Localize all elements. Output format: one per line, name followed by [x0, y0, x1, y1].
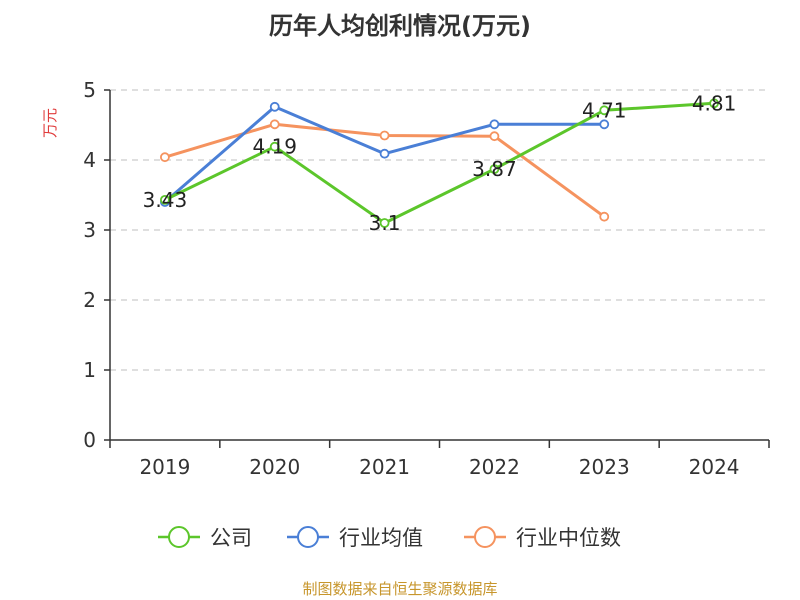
data-point: [160, 194, 170, 205]
data-point: [489, 164, 500, 175]
data-labels: 3.43 4.19 3.1 3.87 4.71 4.81: [143, 91, 737, 235]
legend-marker: [297, 526, 319, 548]
data-point: [269, 119, 280, 130]
legend-item-2[interactable]: 行业中位数: [464, 526, 621, 550]
data-point: [379, 218, 390, 228]
x-tick-label: 2022: [469, 455, 520, 479]
series-1: [160, 101, 610, 207]
axes: 0 1 2 3 4 5 2019 2020 2021 2022 2023 2024: [83, 78, 770, 479]
data-point: [599, 119, 610, 130]
data-point: [160, 152, 170, 163]
data-point: [489, 131, 500, 142]
data-label: 4.71: [582, 98, 627, 122]
data-point: [269, 141, 280, 152]
y-tick-label: 0: [83, 428, 96, 452]
series-2: [160, 119, 610, 222]
series-line: [164, 101, 715, 225]
x-tick-label: 2023: [579, 455, 630, 479]
y-tick-label: 3: [83, 218, 96, 242]
series-0: [160, 98, 719, 228]
y-tick-label: 2: [83, 288, 96, 312]
x-tick-label: 2021: [359, 455, 410, 479]
chart-title: 历年人均创利情况(万元): [269, 12, 531, 40]
legend-label: 行业均值: [339, 526, 423, 550]
legend[interactable]: 公司 行业均值 行业中位数: [158, 526, 621, 550]
source-note: 制图数据来自恒生聚源数据库: [302, 580, 497, 598]
legend-marker: [168, 526, 190, 548]
data-label: 3.1: [369, 211, 401, 235]
data-label: 4.19: [252, 135, 297, 159]
data-point: [709, 98, 719, 109]
x-tick-label: 2019: [139, 455, 190, 479]
series-layer: [160, 98, 719, 228]
x-tick-label: 2024: [689, 455, 740, 479]
data-point: [599, 211, 610, 222]
legend-item-1[interactable]: 行业均值: [287, 526, 423, 550]
legend-item-0[interactable]: 公司: [158, 526, 252, 550]
data-point: [489, 119, 500, 130]
data-label: 3.87: [472, 157, 517, 181]
data-point: [269, 101, 280, 112]
legend-label: 行业中位数: [516, 526, 621, 550]
y-tick-label: 5: [83, 78, 96, 102]
data-point: [379, 130, 390, 141]
data-label: 3.43: [143, 188, 188, 212]
y-axis-label: 万元: [41, 108, 59, 138]
legend-marker: [474, 526, 496, 548]
y-tick-label: 1: [83, 358, 96, 382]
grid-lines: [110, 89, 769, 371]
data-label: 4.81: [692, 91, 737, 115]
y-tick-label: 4: [83, 148, 96, 172]
data-point: [379, 148, 390, 159]
data-point: [599, 105, 610, 116]
legend-label: 公司: [210, 526, 252, 550]
x-tick-label: 2020: [249, 455, 300, 479]
